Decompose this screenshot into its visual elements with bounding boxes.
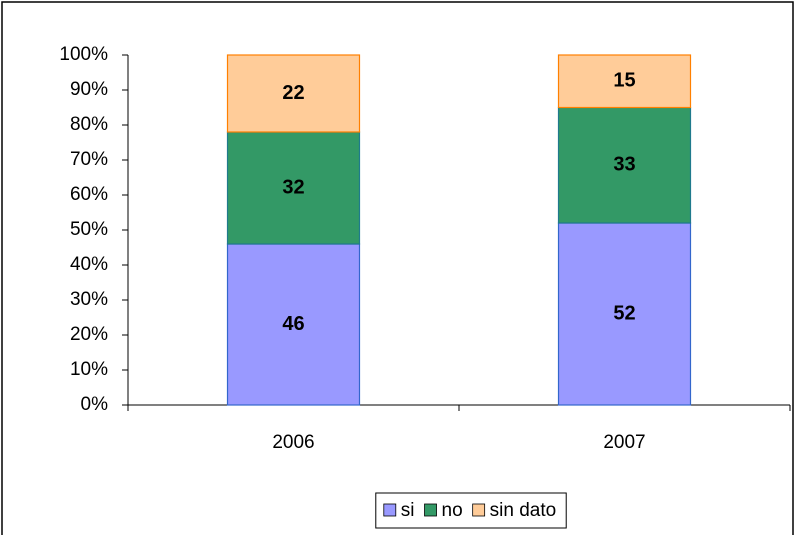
y-tick-label: 0% [81, 394, 109, 415]
y-tick-label: 80% [70, 114, 108, 135]
y-tick-label: 100% [59, 44, 108, 65]
y-tick-label: 60% [70, 184, 108, 205]
legend-label: si [401, 500, 415, 521]
value-label: 15 [613, 70, 635, 92]
value-label: 32 [282, 176, 304, 198]
legend-swatch [472, 503, 486, 517]
value-label: 22 [282, 82, 304, 104]
x-tick-label: 2006 [272, 432, 314, 453]
value-label: 46 [282, 313, 304, 335]
bar-segment [226, 243, 361, 406]
bar-segment [557, 106, 692, 224]
legend-swatch [383, 503, 397, 517]
y-tick-label: 70% [70, 149, 108, 170]
value-label: 33 [613, 154, 635, 176]
y-tick-label: 20% [70, 324, 108, 345]
y-tick-label: 90% [70, 79, 108, 100]
y-tick-label: 50% [70, 219, 108, 240]
legend-label: no [442, 500, 463, 521]
bar-segment [226, 54, 361, 133]
legend-label: sin dato [490, 500, 557, 521]
legend-swatch [424, 503, 437, 517]
legend-box [375, 492, 567, 529]
y-tick-label: 30% [70, 289, 108, 310]
x-tick-label: 2007 [603, 432, 645, 453]
bar-segment [557, 222, 692, 406]
value-label: 52 [613, 302, 635, 324]
bar-segment [226, 131, 361, 245]
y-tick-label: 40% [70, 254, 108, 275]
y-tick-label: 10% [70, 359, 108, 380]
bar-segment [557, 54, 692, 109]
